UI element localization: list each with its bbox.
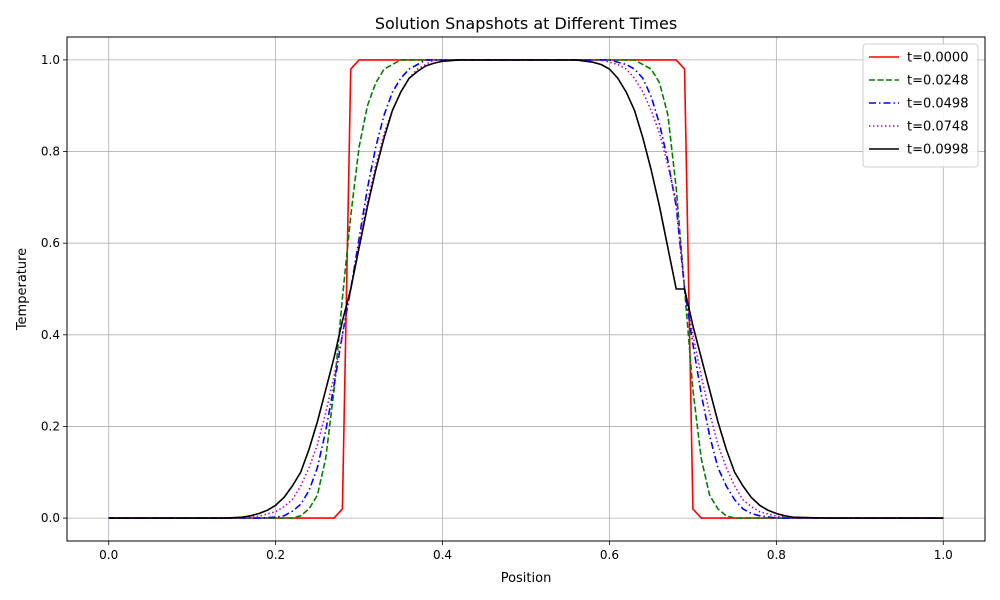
y-axis-label: Temperature [15,248,30,331]
y-tick-label: 0.2 [41,419,60,433]
y-tick-label: 0.4 [41,328,60,342]
plot-frame [66,36,986,542]
x-axis-label: Position [501,571,552,586]
legend-label-1: t=0.0000 [907,51,968,66]
series-line-2 [108,59,944,519]
series-layer [108,59,944,519]
x-tick-label: 0.8 [767,548,786,562]
series-line-4 [108,59,944,519]
axis-ticks: 0.0 0.2 0.4 0.6 0.8 1.0 0.0 0.2 0.4 0.6 0.8 1.0 [41,53,953,562]
series-line-5 [108,59,944,519]
x-tick-label: 0.2 [266,548,285,562]
y-tick-label: 1.0 [41,53,60,67]
legend-label-4: t=0.0748 [907,120,968,135]
y-tick-label: 0.0 [41,511,60,525]
x-tick-label: 0.6 [600,548,619,562]
y-tick-label: 0.6 [41,236,60,250]
legend: t=0.0000 t=0.0248 t=0.0498 t=0.0748 t=0.0998 [862,43,979,168]
y-tick-label: 0.8 [41,145,60,159]
x-tick-label: 0.0 [99,548,118,562]
x-tick-label: 0.4 [433,548,452,562]
legend-label-3: t=0.0498 [907,97,968,112]
legend-label-5: t=0.0998 [907,143,968,158]
legend-box [862,43,979,168]
legend-label-2: t=0.0248 [907,74,968,89]
x-tick-label: 1.0 [934,548,953,562]
chart-title: Solution Snapshots at Different Times [375,14,677,33]
